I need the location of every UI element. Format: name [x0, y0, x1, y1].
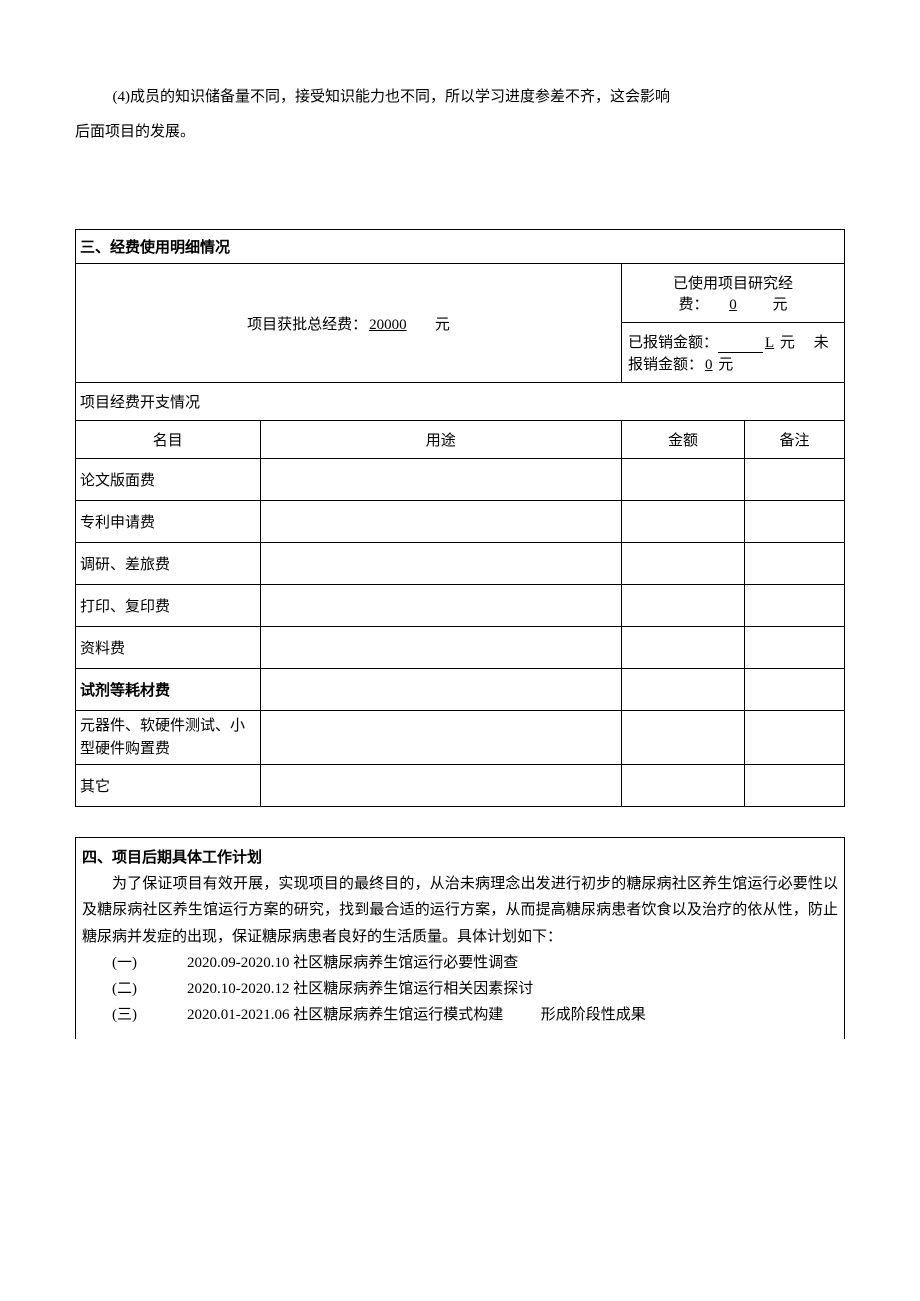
budget-label: 项目获批总经费： [247, 317, 367, 333]
row-note [745, 669, 845, 711]
plan-text: 社区糖尿病养生馆运行必要性调查 [293, 955, 518, 971]
row-use [260, 501, 621, 543]
plan-note: 形成阶段性成果 [541, 1007, 646, 1023]
row-name: 论文版面费 [76, 459, 261, 501]
used-unit: 元 [772, 297, 787, 313]
row-use [260, 627, 621, 669]
row-note [745, 543, 845, 585]
row-use [260, 711, 621, 765]
row-amount [621, 669, 744, 711]
row-use [260, 669, 621, 711]
row-amount [621, 543, 744, 585]
reimbursed-label: 已报销金额： [628, 335, 718, 351]
plan-text: 社区糖尿病养生馆运行相关因素探讨 [293, 981, 533, 997]
col-amount: 金额 [621, 421, 744, 459]
reimbursement-cell: 已报销金额： L 元 未报销金额：0 元 [621, 323, 844, 383]
unreimbursed-unit: 元 [718, 357, 733, 373]
plan-label: (二) [112, 976, 165, 1002]
reimbursed-blank [718, 335, 763, 353]
section3-title: 三、经费使用明细情况 [76, 230, 845, 264]
row-use [260, 543, 621, 585]
table-row: 试剂等耗材费 [76, 669, 845, 711]
section4-body: 为了保证项目有效开展，实现项目的最终目的，从治未病理念出发进行初步的糖尿病社区养… [82, 871, 838, 1029]
plan-text: 社区糖尿病养生馆运行模式构建 [293, 1007, 503, 1023]
row-amount [621, 459, 744, 501]
table-row: 打印、复印费 [76, 585, 845, 627]
section3-table: 三、经费使用明细情况 项目获批总经费：20000 元 已使用项目研究经费： 0 … [75, 229, 845, 807]
row-name: 试剂等耗材费 [76, 669, 261, 711]
para-line-2: 后面项目的发展。 [75, 115, 845, 150]
plan-item: (三) 2020.01-2021.06 社区糖尿病养生馆运行模式构建 形成阶段性成果 [82, 1002, 838, 1028]
section4-container: 四、项目后期具体工作计划 为了保证项目有效开展，实现项目的最终目的，从治未病理念… [75, 837, 845, 1039]
table-row: 资料费 [76, 627, 845, 669]
total-budget-cell: 项目获批总经费：20000 元 [76, 264, 622, 383]
section4-title: 四、项目后期具体工作计划 [82, 846, 838, 867]
expense-header: 项目经费开支情况 [76, 383, 845, 421]
row-amount [621, 585, 744, 627]
row-amount [621, 501, 744, 543]
used-amount: 0 [727, 297, 739, 313]
row-amount [621, 627, 744, 669]
col-use: 用途 [260, 421, 621, 459]
row-name: 元器件、软硬件测试、小型硬件购置费 [76, 711, 261, 765]
plan-date: 2020.10-2020.12 [187, 981, 290, 997]
plan-label: (三) [112, 1002, 165, 1028]
budget-amount: 20000 [367, 317, 409, 333]
row-use [260, 459, 621, 501]
used-budget-cell: 已使用项目研究经费： 0 元 [621, 264, 844, 323]
row-name: 调研、差旅费 [76, 543, 261, 585]
row-name: 资料费 [76, 627, 261, 669]
reimbursed-amount: L [763, 335, 776, 351]
plan-label: (一) [112, 950, 165, 976]
col-note: 备注 [745, 421, 845, 459]
row-note [745, 627, 845, 669]
row-note [745, 459, 845, 501]
row-name: 其它 [76, 765, 261, 807]
row-note [745, 765, 845, 807]
reimbursed-unit: 元 [780, 335, 795, 351]
table-row: 专利申请费 [76, 501, 845, 543]
intro-paragraph: (4)成员的知识储备量不同，接受知识能力也不同，所以学习进度参差不齐，这会影响 … [75, 80, 845, 149]
row-note [745, 711, 845, 765]
row-amount [621, 765, 744, 807]
row-use [260, 585, 621, 627]
section4-intro: 为了保证项目有效开展，实现项目的最终目的，从治未病理念出发进行初步的糖尿病社区养… [82, 871, 838, 950]
row-note [745, 585, 845, 627]
unreimbursed-amount: 0 [703, 357, 715, 373]
plan-date: 2020.09-2020.10 [187, 955, 290, 971]
table-row: 元器件、软硬件测试、小型硬件购置费 [76, 711, 845, 765]
row-use [260, 765, 621, 807]
table-row: 其它 [76, 765, 845, 807]
row-amount [621, 711, 744, 765]
row-name: 专利申请费 [76, 501, 261, 543]
table-row: 论文版面费 [76, 459, 845, 501]
plan-item: (二) 2020.10-2020.12 社区糖尿病养生馆运行相关因素探讨 [82, 976, 838, 1002]
row-name: 打印、复印费 [76, 585, 261, 627]
col-name: 名目 [76, 421, 261, 459]
row-note [745, 501, 845, 543]
table-row: 调研、差旅费 [76, 543, 845, 585]
budget-unit: 元 [435, 317, 450, 333]
plan-item: (一) 2020.09-2020.10 社区糖尿病养生馆运行必要性调查 [82, 950, 838, 976]
plan-date: 2020.01-2021.06 [187, 1007, 290, 1023]
para-line-1: (4)成员的知识储备量不同，接受知识能力也不同，所以学习进度参差不齐，这会影响 [75, 80, 845, 115]
